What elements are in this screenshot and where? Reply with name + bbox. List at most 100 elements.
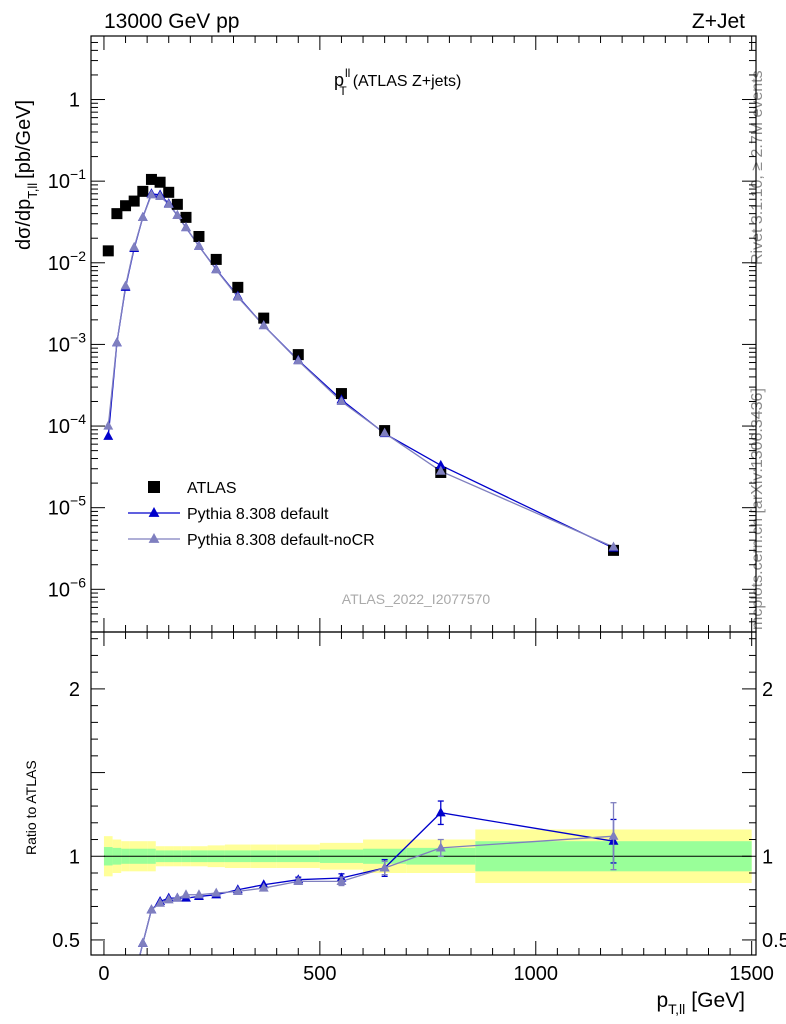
atlas-data-point: [180, 211, 192, 223]
ratio-marker: [163, 894, 174, 904]
plot-title: pll T(ATLAS Z+jets): [334, 66, 461, 98]
ratio-marker: [112, 1014, 122, 1023]
y-tick-label: 10−2: [48, 248, 86, 275]
mc-data-point: [146, 189, 157, 199]
atlas-data-point: [171, 198, 183, 210]
main-line-pythia-nocr: [107, 194, 614, 548]
mc-data-point: [120, 280, 131, 290]
ratio-y-tick-label-right: 1: [762, 846, 773, 868]
mc-data-point: [194, 240, 204, 250]
ratio-marker: [232, 885, 243, 895]
analysis-id-label: ATLAS_2022_I2077570: [342, 591, 491, 607]
legend-label: ATLAS: [187, 480, 237, 497]
ratio-y-tick-label: 2: [69, 679, 80, 701]
ratio-marker: [129, 973, 139, 982]
ratio-marker: [181, 889, 191, 899]
x-axis-label: pT,ll [GeV]: [656, 989, 745, 1017]
atlas-data-point: [258, 312, 270, 324]
y-tick-label: 1: [69, 90, 80, 112]
y-tick-label: 10−1: [48, 166, 86, 193]
ratio-marker: [194, 889, 204, 899]
atlas-data-point: [154, 176, 166, 188]
atlas-data-point: [335, 388, 347, 400]
atlas-data-point: [232, 281, 244, 293]
mc-data-point: [103, 430, 114, 440]
collision-label: 13000 GeV pp: [104, 10, 239, 33]
ratio-marker: [379, 862, 390, 872]
ratio-marker: [103, 1017, 113, 1024]
atlas-data-point: [193, 230, 205, 242]
legend-label: Pythia 8.308 default-noCR: [187, 532, 375, 549]
ratio-marker: [293, 875, 304, 885]
mcplots-label: mcplots.cern.ch [arXiv:1306.3436]: [749, 388, 766, 630]
y-tick-label: 10−3: [48, 329, 86, 356]
ratio-marker: [103, 1017, 113, 1024]
legend-marker-atlas: [148, 481, 160, 493]
y-tick-label: 10−4: [48, 411, 86, 438]
mc-data-point: [155, 190, 166, 201]
atlas-data-point: [137, 185, 149, 197]
mc-data-point: [211, 264, 222, 274]
ratio-marker: [121, 1001, 131, 1010]
mc-data-point: [129, 241, 140, 251]
atlas-data-point: [292, 349, 304, 361]
ratio-uncertainty-bands: [103, 829, 752, 884]
mc-data-point: [293, 355, 304, 365]
atlas-data-point: [128, 195, 140, 207]
ratio-frame: [90, 631, 757, 956]
atlas-data-point: [163, 186, 175, 198]
atlas-data-point: [210, 253, 222, 265]
mc-data-point: [163, 198, 174, 208]
ratio-y-tick-label: 1: [69, 846, 80, 868]
process-label: Z+Jet: [692, 10, 745, 33]
mc-data-point: [379, 427, 390, 437]
y-tick-label: 10−6: [48, 574, 86, 601]
atlas-data-point: [145, 173, 157, 185]
ratio-marker: [146, 904, 157, 914]
atlas-data-point: [102, 245, 114, 257]
mc-data-point: [232, 291, 243, 301]
legend: ATLAS Pythia 8.308 default Pythia 8.308 de…: [128, 480, 375, 549]
x-tick-label: 500: [303, 963, 336, 985]
ratio-marker: [112, 1014, 122, 1023]
legend-marker: [148, 507, 160, 517]
ratio-marker: [258, 882, 269, 892]
main-line-pythia-default: [107, 193, 614, 549]
mc-data-point: [258, 320, 269, 330]
x-tick-label: 0: [98, 963, 109, 985]
rivet-label: Rivet 3.1.10, ≥ 2.7M events: [749, 70, 766, 265]
ratio-marker: [155, 897, 166, 907]
x-tick-label: 1500: [729, 963, 774, 985]
mc-data-point: [111, 337, 122, 347]
ratio-marker: [121, 1001, 131, 1010]
mc-data-point: [435, 459, 446, 469]
legend-label: Pythia 8.308 default: [187, 506, 329, 523]
mc-data-point: [336, 395, 347, 406]
ratio-marker: [435, 842, 446, 852]
axes: 10−6 10−5 10−4 10−3 10−2 10−1 1 0 500 1000 1500 0.5…: [48, 35, 786, 985]
ratio-y-axis-label: Ratio to ATLAS: [23, 760, 39, 855]
ratio-y-tick-label-right: 0.5: [762, 930, 786, 952]
ratio-marker: [435, 807, 446, 817]
ratio-y-tick-label-right: 2: [762, 679, 773, 701]
ratio-marker: [172, 892, 183, 902]
atlas-data-point: [120, 200, 132, 212]
mc-data-point: [172, 209, 183, 220]
ratio-marker: [129, 973, 139, 982]
main-y-axis-label: dσ/dpT,ll[pb/GeV]: [13, 100, 40, 250]
ratio-marker: [336, 875, 347, 885]
legend-marker: [148, 533, 160, 543]
mc-data-point: [103, 420, 114, 430]
x-tick-label: 1000: [514, 963, 559, 985]
ratio-marker: [137, 937, 148, 947]
mc-data-point: [181, 222, 191, 232]
ratio-marker: [608, 830, 619, 840]
mc-data-point: [608, 541, 619, 551]
atlas-data-point: [111, 208, 123, 220]
mc-data-point: [137, 211, 148, 221]
main-series: [102, 173, 619, 556]
mc-data-point: [435, 465, 446, 475]
y-tick-label: 10−5: [48, 493, 86, 520]
ratio-marker: [211, 887, 222, 897]
